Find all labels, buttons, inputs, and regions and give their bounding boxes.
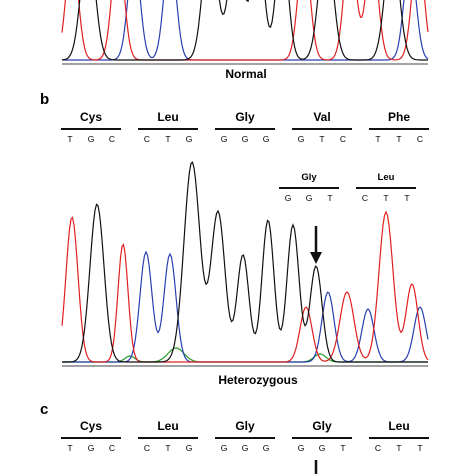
base-call: C [417, 134, 423, 144]
base-call: G [88, 443, 95, 453]
base-call: T [404, 193, 409, 203]
base-call: C [375, 443, 381, 453]
base-call: G [221, 443, 228, 453]
base-call: G [242, 443, 249, 453]
codon-aa-label: Leu [378, 172, 395, 183]
codon-aa-label: Leu [388, 419, 409, 433]
base-call: G [186, 443, 193, 453]
base-call: T [340, 443, 345, 453]
base-call: T [375, 134, 380, 144]
base-call: T [417, 443, 422, 453]
panel-a-caption: Normal [225, 67, 266, 81]
base-call: C [109, 134, 115, 144]
base-call: T [396, 134, 401, 144]
base-call: G [285, 193, 292, 203]
panel-b-codon-row: Cys T G C Leu C T G Gly G G G Val G T C Phe T T C [61, 110, 429, 144]
base-call: G [242, 134, 249, 144]
codon-aa-label: Gly [235, 110, 255, 124]
codon-aa-label: Cys [80, 419, 102, 433]
codon-aa-label: Phe [388, 110, 410, 124]
panel-a: Normal [61, 0, 429, 81]
panel-c-codon-row: Cys T G C Leu C T G Gly G G G Gly G G T Leu C T T [61, 419, 429, 453]
panel-b-caption: Heterozygous [218, 373, 298, 387]
base-call: G [263, 443, 270, 453]
panel-c-label: c [40, 401, 48, 418]
base-call: G [186, 134, 193, 144]
base-call: T [396, 443, 401, 453]
trace-a-c-line [62, 0, 429, 61]
base-call: C [144, 443, 150, 453]
base-call: T [165, 134, 170, 144]
trace-t-line [61, 210, 429, 363]
codon-aa-label: Cys [80, 110, 102, 124]
base-call: T [327, 193, 332, 203]
trace-a-t-line [61, 0, 429, 61]
base-call: T [67, 134, 72, 144]
panel-b-trace [61, 161, 429, 363]
base-call: T [165, 443, 170, 453]
base-call: G [306, 193, 313, 203]
base-call: G [221, 134, 228, 144]
base-call: G [88, 134, 95, 144]
base-call: T [319, 134, 324, 144]
base-call: G [298, 443, 305, 453]
mutation-arrow-icon [310, 226, 322, 264]
base-call: G [298, 134, 305, 144]
panel-b-alt-codon-row: Gly G G T Leu C T T [279, 172, 416, 203]
trace-g-line [62, 161, 428, 363]
codon-aa-label: Gly [312, 419, 332, 433]
panel-a-trace [61, 0, 429, 61]
panel-c: c Cys T G C Leu C T G Gly G G G Gly G G T Leu C T T [40, 401, 429, 474]
base-call: C [109, 443, 115, 453]
base-call: C [340, 134, 346, 144]
base-call: T [383, 193, 388, 203]
codon-aa-label: Leu [157, 419, 178, 433]
codon-aa-label: Val [313, 110, 330, 124]
codon-aa-label: Leu [157, 110, 178, 124]
codon-aa-label: Gly [301, 172, 317, 183]
trace-a-g-line [61, 0, 428, 61]
base-call: T [67, 443, 72, 453]
base-call: C [362, 193, 368, 203]
base-call: G [263, 134, 270, 144]
base-call: C [144, 134, 150, 144]
codon-aa-label: Gly [235, 419, 255, 433]
base-call: G [319, 443, 326, 453]
panel-b-label: b [40, 91, 49, 108]
